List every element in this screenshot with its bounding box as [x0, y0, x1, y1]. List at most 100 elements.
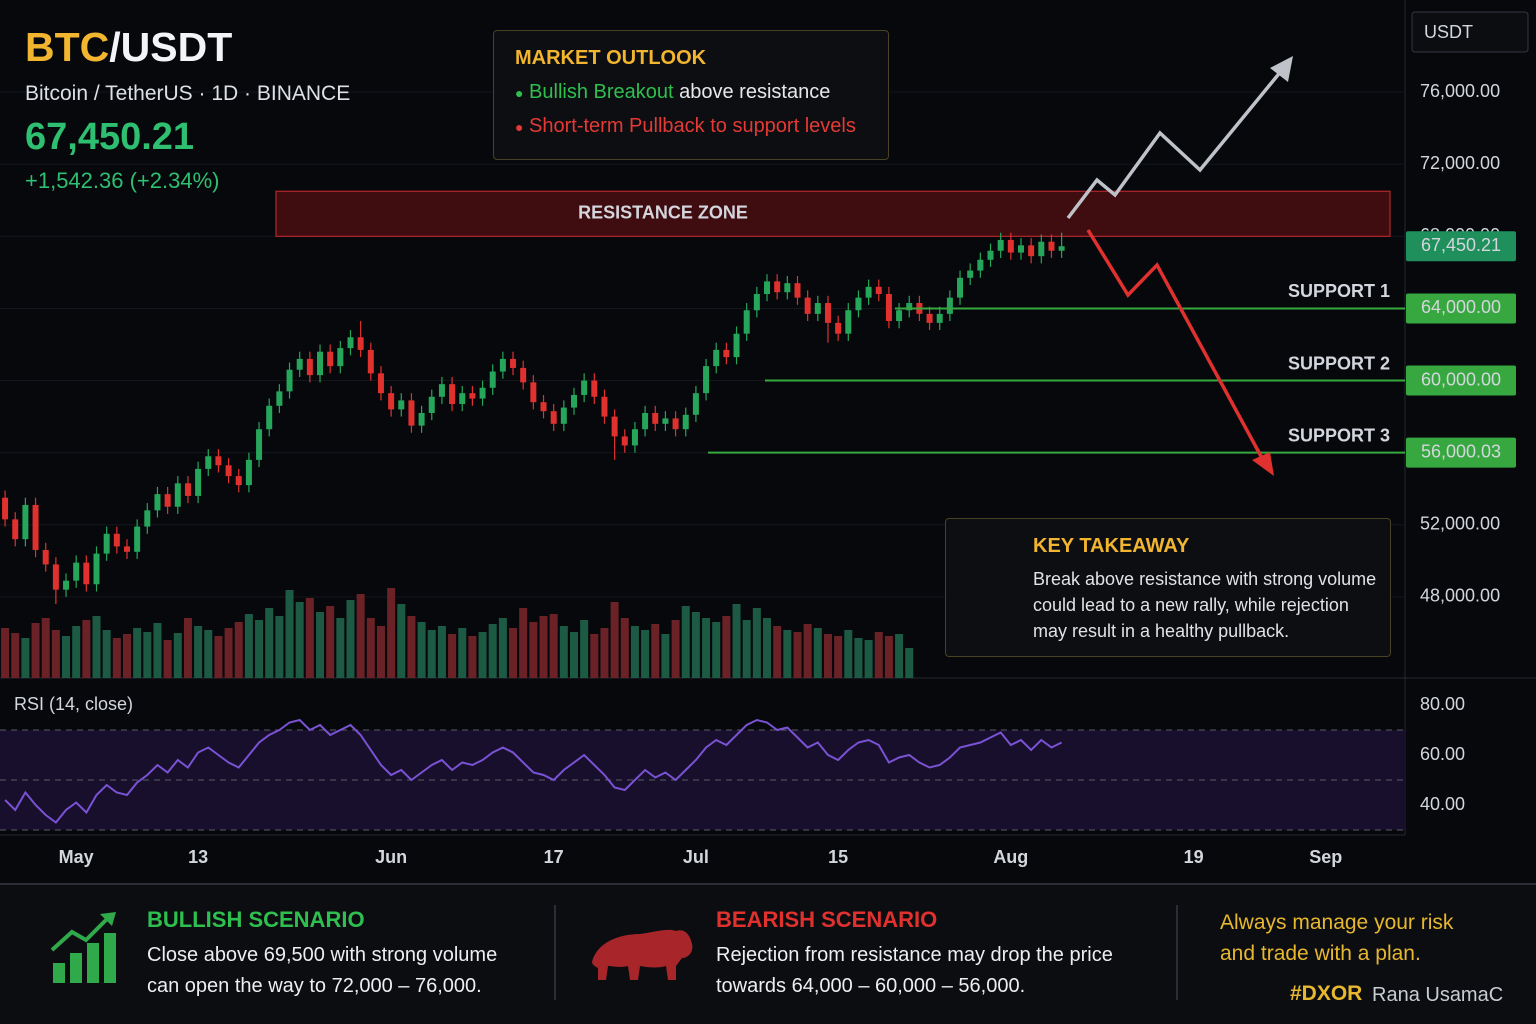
outlook-item: ● Short-term Pullback to support levels: [515, 115, 856, 138]
icon-arrowhead: [100, 912, 116, 926]
candle-body: [814, 303, 821, 314]
candle-body: [743, 310, 750, 334]
candle-body: [134, 526, 141, 552]
y-tick-label: 48,000.00: [1420, 586, 1500, 606]
volume-bar: [590, 634, 599, 678]
support-name: SUPPORT 1: [1288, 281, 1390, 301]
watermark-tag: #DXOR: [1290, 982, 1363, 1005]
x-tick-label: May: [59, 847, 94, 867]
subtitle: Bitcoin / TetherUS · 1D · BINANCE: [25, 82, 351, 105]
current-price-label: 67,450.21: [1421, 235, 1501, 255]
candle-body: [835, 322, 842, 334]
volume-bar: [620, 618, 629, 678]
volume-bar: [905, 648, 914, 678]
volume-bar: [295, 602, 304, 678]
bearish-line: towards 64,000 – 60,000 – 56,000.: [716, 975, 1026, 997]
bullish-line: can open the way to 72,000 – 76,000.: [147, 975, 482, 997]
candle-body: [276, 391, 283, 406]
candle-body: [652, 412, 659, 424]
x-tick-label: Jul: [683, 847, 709, 867]
takeaway-line: Break above resistance with strong volum…: [1033, 569, 1377, 589]
rsi-line: [4, 718, 1063, 824]
risk-note-line: and trade with a plan.: [1220, 942, 1421, 965]
candle-body: [540, 402, 547, 412]
candle-body: [144, 510, 151, 527]
volume-bar: [255, 620, 264, 678]
volume-bar: [51, 630, 60, 678]
bearish-text: Rejection from resistance may drop the p…: [716, 940, 1113, 1002]
candle-body: [570, 394, 577, 408]
support-tag: [1406, 437, 1516, 468]
volume-bar: [31, 623, 40, 678]
candle-body: [12, 519, 19, 540]
candle-body: [408, 400, 415, 426]
candle-body: [753, 294, 760, 311]
candle-body: [32, 504, 39, 551]
last-price: 67,450.21: [25, 116, 195, 158]
volume-bar: [702, 618, 711, 678]
candle-body: [469, 393, 476, 399]
volume-bar: [224, 628, 233, 678]
volume-bar: [11, 633, 20, 678]
volume-bar: [478, 632, 487, 678]
candle-body: [93, 553, 100, 585]
candle-body: [967, 270, 974, 278]
candle-body: [987, 250, 994, 260]
candle-body: [774, 281, 781, 293]
candle-body: [306, 358, 313, 376]
volume-bar: [895, 634, 904, 678]
bullet: ●: [515, 119, 524, 135]
candle-body: [560, 407, 567, 424]
outlook-title: MARKET OUTLOOK: [515, 47, 707, 69]
rsi-tick-label: 80.00: [1420, 694, 1465, 714]
candle-body: [195, 468, 202, 496]
volume-bar: [651, 624, 660, 678]
candle-body: [1038, 241, 1045, 257]
bullish-line: Close above 69,500 with strong volume: [147, 944, 498, 966]
footer-background: [0, 884, 1536, 1024]
volume-bar: [143, 632, 152, 678]
volume-bar: [316, 612, 325, 678]
volume-bar: [763, 618, 772, 678]
candle-body: [906, 303, 913, 311]
candle-body: [824, 303, 831, 323]
volume-bar: [204, 630, 213, 678]
candle-body: [520, 367, 527, 383]
candle-body: [2, 497, 9, 520]
volume-bar: [732, 604, 741, 678]
support-name: SUPPORT 2: [1288, 353, 1390, 373]
candle-body: [1007, 239, 1014, 253]
bullish-arrowhead: [1270, 56, 1293, 82]
candle-body: [164, 494, 171, 507]
candle-body: [489, 371, 496, 388]
volume-bar: [712, 622, 721, 678]
candle-body: [692, 393, 699, 415]
x-tick-label: Jun: [375, 847, 407, 867]
candle-body: [723, 349, 730, 358]
volume-bar: [183, 618, 192, 678]
bullish-text: Close above 69,500 with strong volume ca…: [147, 940, 497, 1002]
bearish-arrowhead: [1252, 452, 1274, 476]
candle-body: [296, 358, 303, 370]
candle-body: [113, 533, 120, 547]
candle-body: [22, 504, 29, 540]
volume-bar: [569, 632, 578, 678]
candle-body: [428, 396, 435, 413]
bullish-projection: [1066, 68, 1284, 220]
candle-body: [205, 456, 212, 469]
volume-bar: [336, 618, 345, 678]
volume-bar: [102, 630, 111, 678]
takeaway-text: Break above resistance with strong volum…: [1033, 566, 1376, 644]
candle-body: [1058, 246, 1065, 251]
x-tick-label: 17: [544, 847, 564, 867]
candle-body: [42, 550, 49, 565]
support-tag-label: 60,000.00: [1421, 369, 1501, 389]
volume-bar: [72, 626, 81, 678]
icon-bar: [104, 933, 116, 983]
candle-body: [845, 310, 852, 334]
volume-bar: [529, 622, 538, 678]
candle-body: [713, 349, 720, 367]
volume-bar: [610, 602, 619, 678]
bearish-line: Rejection from resistance may drop the p…: [716, 944, 1113, 966]
candle-body: [449, 384, 456, 404]
